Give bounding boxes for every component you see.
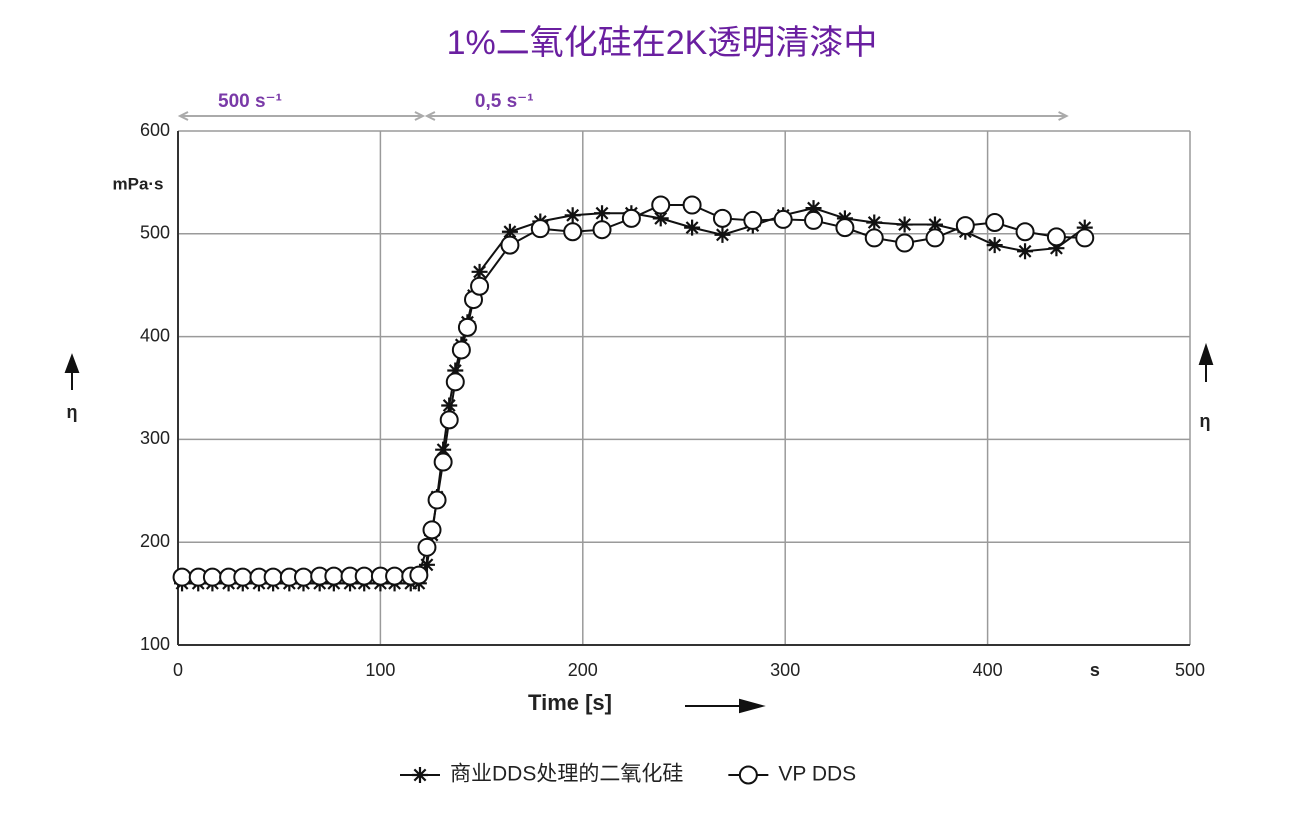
marker	[412, 767, 428, 783]
marker	[451, 340, 471, 360]
marker	[592, 220, 612, 240]
marker	[435, 441, 452, 458]
marker	[470, 276, 490, 296]
marker	[233, 567, 253, 587]
marker	[441, 397, 458, 414]
marker	[293, 567, 313, 587]
marker	[714, 226, 731, 243]
chart-title: 1%二氧化硅在2K透明清漆中	[447, 24, 878, 62]
x-tick-label: 200	[568, 660, 598, 680]
y-arrow-right	[1198, 342, 1214, 382]
marker	[422, 520, 442, 540]
y-label: η	[67, 402, 78, 422]
x-tick-label: 100	[365, 660, 395, 680]
marker	[651, 195, 671, 215]
legend-label: VP DDS	[778, 763, 856, 786]
y-tick-label: 300	[140, 428, 170, 448]
x-unit: s	[1090, 660, 1100, 680]
marker	[895, 233, 915, 253]
series-line	[182, 207, 1086, 585]
x-tick-label: 400	[973, 660, 1003, 680]
marker	[955, 216, 975, 236]
marker	[202, 567, 222, 587]
legend-item: 商业DDS处理的二氧化硅	[400, 763, 683, 786]
marker	[738, 765, 758, 785]
legend-item: VP DDS	[728, 763, 856, 786]
marker	[743, 210, 763, 230]
marker	[471, 263, 488, 280]
marker	[417, 537, 437, 557]
marker	[530, 219, 550, 239]
x-label: Time [s]	[528, 690, 612, 715]
marker	[925, 228, 945, 248]
marker	[564, 207, 581, 224]
marker	[1046, 227, 1066, 247]
marker	[773, 209, 793, 229]
legend-label: 商业DDS处理的二氧化硅	[450, 763, 683, 786]
y-label-right: η	[1200, 411, 1211, 431]
marker	[354, 566, 374, 586]
marker	[986, 237, 1003, 254]
y-tick-label: 600	[140, 120, 170, 140]
y-tick-label: 400	[140, 325, 170, 345]
marker	[926, 216, 943, 233]
marker	[445, 372, 465, 392]
marker	[457, 317, 477, 337]
marker	[866, 214, 883, 231]
marker	[501, 223, 518, 240]
y-unit: mPa·s	[112, 174, 163, 193]
marker	[263, 567, 283, 587]
interval-label: 500 s⁻¹	[218, 91, 282, 112]
marker	[1048, 240, 1065, 257]
marker	[1076, 219, 1093, 236]
interval-arrow	[177, 111, 426, 121]
interval-label: 0,5 s⁻¹	[475, 91, 534, 112]
y-tick-label: 200	[140, 531, 170, 551]
marker	[409, 565, 429, 585]
marker	[1015, 222, 1035, 242]
marker	[682, 195, 702, 215]
marker	[835, 218, 855, 238]
marker	[447, 362, 464, 379]
interval-arrow	[424, 111, 1069, 121]
marker	[594, 205, 611, 222]
x-tick-label: 300	[770, 660, 800, 680]
marker	[684, 219, 701, 236]
marker	[1075, 228, 1095, 248]
x-arrow	[685, 698, 766, 714]
y-tick-label: 100	[140, 634, 170, 654]
marker	[1017, 243, 1034, 260]
series-line	[182, 204, 1085, 579]
marker	[563, 222, 583, 242]
marker	[805, 200, 822, 217]
x-tick-label: 0	[173, 660, 183, 680]
x-tick-label: 500	[1175, 660, 1205, 680]
marker	[439, 410, 459, 430]
marker	[324, 566, 344, 586]
marker	[418, 556, 435, 573]
marker	[427, 490, 447, 510]
marker	[896, 216, 913, 233]
marker	[433, 452, 453, 472]
marker	[804, 210, 824, 230]
y-tick-label: 500	[140, 223, 170, 243]
marker	[985, 212, 1005, 232]
marker	[500, 235, 520, 255]
y-arrow	[64, 353, 80, 390]
marker	[652, 210, 669, 227]
marker	[864, 228, 884, 248]
marker	[172, 567, 192, 587]
marker	[712, 208, 732, 228]
marker	[621, 208, 641, 228]
marker	[385, 566, 405, 586]
